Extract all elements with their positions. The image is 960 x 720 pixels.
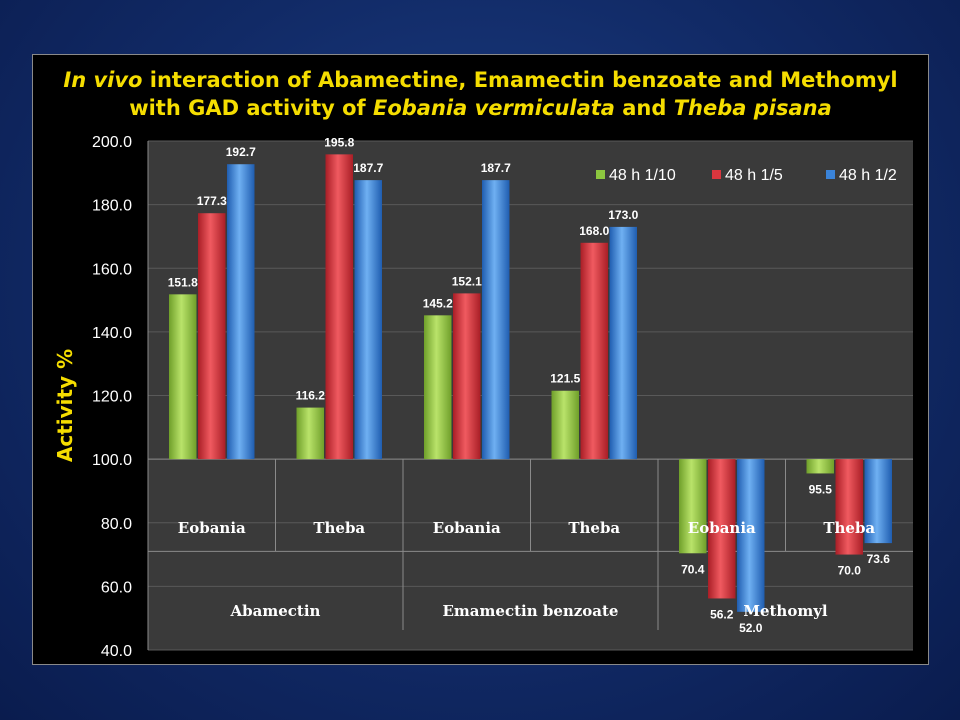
group-label: Emamectin benzoate [443,602,619,620]
data-label: 195.8 [324,135,354,149]
data-label: 56.2 [710,607,734,621]
bar [551,390,579,460]
y-tick-label: 120.0 [92,389,132,406]
data-label: 151.8 [168,275,198,289]
data-label: 187.7 [481,161,511,175]
y-tick-label: 200.0 [92,134,132,151]
bar [354,180,382,460]
group-label: Abamectin [230,602,321,620]
data-label: 192.7 [226,145,256,159]
bar [864,459,892,544]
title-line-2-prefix: with GAD activity of [129,96,373,120]
y-tick-label: 40.0 [101,643,132,660]
title-line-1-text: interaction of Abamectine, Emamectin ben… [142,68,898,92]
data-label: 95.5 [809,482,833,496]
data-label: 187.7 [353,161,383,175]
legend-label: 48 h 1/10 [609,167,676,184]
data-label: 70.0 [838,564,862,578]
y-tick-label: 140.0 [92,325,132,342]
category-label: Eobania [688,519,756,537]
chart-title-line-1: In vivo interaction of Abamectine, Emame… [32,68,929,92]
y-tick-label: 80.0 [101,516,132,533]
y-axis-title: Activity % [53,349,77,462]
bar [424,315,452,460]
bar [679,459,707,554]
data-label: 145.2 [423,296,453,310]
bar [609,226,637,460]
y-tick-label: 100.0 [92,452,132,469]
data-label: 52.0 [739,621,763,635]
y-tick-label: 160.0 [92,261,132,278]
bar [708,459,736,599]
data-label: 168.0 [579,224,609,238]
title-line-2-mid: and [614,96,674,120]
y-tick-label: 60.0 [101,579,132,596]
legend-label: 48 h 1/2 [839,167,897,184]
data-label: 121.5 [550,372,580,386]
bar [580,242,608,460]
group-label: Methomyl [743,602,828,620]
legend-swatch [596,170,605,179]
category-label: Eobania [178,519,246,537]
category-label: Theba [568,519,620,537]
bar [806,459,834,474]
bar [198,213,226,460]
data-label: 70.4 [681,562,705,576]
title-species-2: Theba pisana [673,96,832,120]
data-label: 116.2 [296,389,326,403]
chart-title-line-2: with GAD activity of Eobania vermiculata… [32,96,929,120]
data-label: 152.1 [452,274,482,288]
bar [325,154,353,460]
bar [227,164,255,460]
bar [482,180,510,460]
bar [296,407,324,460]
category-label: Theba [823,519,875,537]
bar [737,459,765,612]
legend-swatch [826,170,835,179]
bar [453,293,481,460]
category-label: Eobania [433,519,501,537]
title-italic-in-vivo: In vivo [63,68,143,92]
data-label: 73.6 [867,552,891,566]
bar [169,294,197,460]
legend-swatch [712,170,721,179]
data-label: 177.3 [197,194,227,208]
bar [835,459,863,555]
data-label: 173.0 [608,208,638,222]
y-tick-label: 180.0 [92,198,132,215]
legend-label: 48 h 1/5 [725,167,783,184]
category-label: Theba [313,519,365,537]
title-species-1: Eobania vermiculata [373,96,615,120]
